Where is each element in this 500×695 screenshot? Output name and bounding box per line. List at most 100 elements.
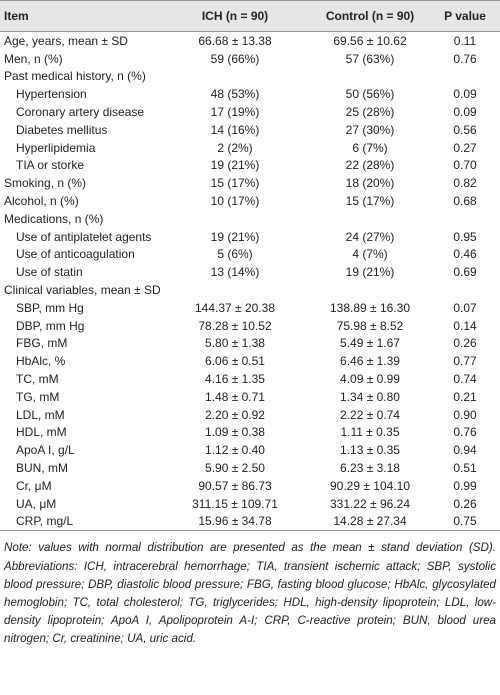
table-cell: 0.99: [453, 478, 477, 493]
table-cell: 1.12 ± 0.40: [205, 443, 265, 458]
table-cell: 27 (30%): [345, 122, 395, 137]
table-cell: 4.09 ± 0.99: [340, 372, 400, 387]
table-cell: 0.07: [453, 300, 477, 315]
table-cell: 6.23 ± 3.18: [340, 461, 400, 476]
table-cell: 14 (16%): [210, 122, 260, 137]
table-cell: 1.13 ± 0.35: [340, 443, 400, 458]
table-cell: 0.82: [453, 176, 477, 191]
row-label: Coronary artery disease: [16, 105, 145, 120]
table-row: DBP, mm Hg 78.28 ± 10.52 75.98 ± 8.52 0.14: [0, 317, 500, 335]
table-row: Cr, μM 90.57 ± 86.73 90.29 ± 104.10 0.99: [0, 477, 500, 495]
table-row: SBP, mm Hg 144.37 ± 20.38 138.89 ± 16.30 0.…: [0, 299, 500, 317]
table-cell: 13 (14%): [210, 265, 260, 280]
table-cell: 22 (28%): [345, 158, 395, 173]
table-cell: 1.09 ± 0.38: [205, 425, 265, 440]
table-row: LDL, mM 2.20 ± 0.92 2.22 ± 0.74 0.90: [0, 406, 500, 424]
column-header: Item: [0, 0, 160, 32]
table-body: Age, years, mean ± SD 66.68 ± 13.38 69.56 …: [0, 32, 500, 532]
table-cell: 144.37 ± 20.38: [195, 300, 275, 315]
table-cell: 0.77: [453, 354, 477, 369]
table-cell: 0.95: [453, 229, 477, 244]
table-cell: 0.94: [453, 443, 477, 458]
table-cell: 5.90 ± 2.50: [205, 461, 265, 476]
table-row: HDL, mM 1.09 ± 0.38 1.11 ± 0.35 0.76: [0, 424, 500, 442]
row-label: HbAlc, %: [16, 354, 66, 369]
table-cell: 1.11 ± 0.35: [340, 425, 400, 440]
table-cell: 0.21: [453, 389, 477, 404]
table-cell: 90.57 ± 86.73: [198, 478, 272, 493]
table-cell: 2 (2%): [217, 140, 253, 155]
table-cell: 75.98 ± 8.52: [336, 318, 404, 333]
table-row: TIA or storke 19 (21%) 22 (28%) 0.70: [0, 157, 500, 175]
table-cell: 15 (17%): [345, 194, 395, 209]
row-label: BUN, mM: [16, 461, 68, 476]
table-row: UA, μM 311.15 ± 109.71 331.22 ± 96.24 0.26: [0, 495, 500, 513]
table-cell: 0.26: [453, 496, 477, 511]
row-label: UA, μM: [16, 496, 57, 511]
row-label: HDL, mM: [16, 425, 67, 440]
table-row: Men, n (%) 59 (66%) 57 (63%) 0.76: [0, 50, 500, 68]
table-cell: 69.56 ± 10.62: [333, 33, 407, 48]
table-cell: 50 (56%): [345, 87, 395, 102]
row-label: Use of antiplatelet agents: [16, 229, 152, 244]
row-label: FBG, mM: [16, 336, 68, 351]
table-cell: 5 (6%): [217, 247, 253, 262]
table-cell: 10 (17%): [210, 194, 260, 209]
table-cell: 0.90: [453, 407, 477, 422]
table-cell: 15.96 ± 34.78: [160, 512, 310, 532]
row-label: TG, mM: [16, 389, 60, 404]
row-label: Age, years, mean ± SD: [4, 33, 128, 48]
table-cell: 331.22 ± 96.24: [330, 496, 410, 511]
row-label: TIA or storke: [16, 158, 85, 173]
row-label: Smoking, n (%): [4, 176, 87, 191]
table-cell: 0.76: [453, 425, 477, 440]
section-label: Medications, n (%): [4, 211, 104, 226]
table-cell: 17 (19%): [210, 105, 260, 120]
column-header: ICH (n = 90): [160, 0, 310, 32]
row-label: DBP, mm Hg: [16, 318, 85, 333]
section-label: Clinical variables, mean ± SD: [4, 283, 161, 298]
table-row: Hypertension 48 (53%) 50 (56%) 0.09: [0, 85, 500, 103]
row-label: Use of statin: [16, 265, 83, 280]
table-cell: 138.89 ± 16.30: [330, 300, 410, 315]
table-cell: 48 (53%): [210, 87, 260, 102]
table-cell: 0.69: [453, 265, 477, 280]
table-row: Age, years, mean ± SD 66.68 ± 13.38 69.56 …: [0, 32, 500, 50]
table-row: CRP, mg/L 15.96 ± 34.78 14.28 ± 27.34 0.75: [0, 512, 500, 532]
table-cell: 0.09: [453, 87, 477, 102]
row-label: Use of anticoagulation: [16, 247, 135, 262]
row-label: LDL, mM: [16, 407, 65, 422]
table-cell: 6.46 ± 1.39: [340, 354, 400, 369]
table-cell: 0.14: [453, 318, 477, 333]
table-cell: 0.76: [453, 51, 477, 66]
table-cell: 78.28 ± 10.52: [198, 318, 272, 333]
table-cell: 57 (63%): [345, 51, 395, 66]
table-row: FBG, mM 5.80 ± 1.38 5.49 ± 1.67 0.26: [0, 335, 500, 353]
row-label: SBP, mm Hg: [16, 300, 84, 315]
table-cell: 14.28 ± 27.34: [310, 512, 430, 532]
section-row: Past medical history, n (%): [0, 68, 500, 86]
table-row: Use of antiplatelet agents 19 (21%) 24 (27…: [0, 228, 500, 246]
table-row: ApoA I, g/L 1.12 ± 0.40 1.13 ± 0.35 0.94: [0, 441, 500, 459]
row-label: CRP, mg/L: [0, 512, 160, 532]
table-cell: 15 (17%): [210, 176, 260, 191]
table-row: BUN, mM 5.90 ± 2.50 6.23 ± 3.18 0.51: [0, 459, 500, 477]
table-row: Alcohol, n (%) 10 (17%) 15 (17%) 0.68: [0, 192, 500, 210]
row-label: Men, n (%): [4, 51, 63, 66]
table-cell: 66.68 ± 13.38: [198, 33, 272, 48]
table-cell: 0.27: [453, 140, 477, 155]
table-row: TG, mM 1.48 ± 0.71 1.34 ± 0.80 0.21: [0, 388, 500, 406]
table-cell: 5.49 ± 1.67: [340, 336, 400, 351]
table-row: Hyperlipidemia 2 (2%) 6 (7%) 0.27: [0, 139, 500, 157]
row-label: Diabetes mellitus: [16, 122, 108, 137]
table-row: Coronary artery disease 17 (19%) 25 (28%) 0…: [0, 103, 500, 121]
table-row: HbAlc, % 6.06 ± 0.51 6.46 ± 1.39 0.77: [0, 352, 500, 370]
table-row: TC, mM 4.16 ± 1.35 4.09 ± 0.99 0.74: [0, 370, 500, 388]
table: Item ICH (n = 90) Control (n = 90) P value …: [0, 0, 500, 532]
table-cell: 24 (27%): [345, 229, 395, 244]
table-cell: 0.56: [453, 122, 477, 137]
section-row: Medications, n (%): [0, 210, 500, 228]
table-cell: 1.48 ± 0.71: [205, 389, 265, 404]
table-cell: 311.15 ± 109.71: [192, 496, 278, 511]
section-row: Clinical variables, mean ± SD: [0, 281, 500, 299]
